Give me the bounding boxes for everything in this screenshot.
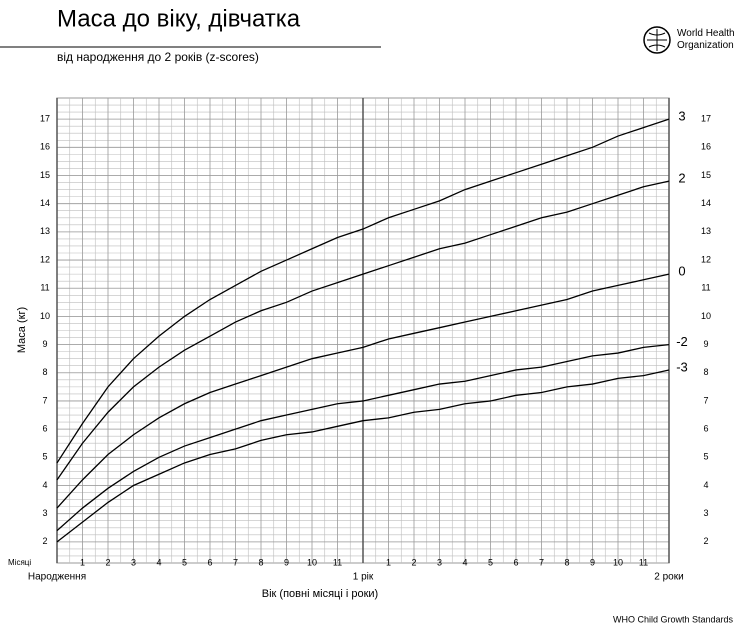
x-tick-label: 4	[156, 557, 161, 567]
x-tick-label: 1	[80, 557, 85, 567]
series-label: 2	[678, 171, 685, 186]
x-tick-label: 11	[639, 557, 648, 567]
x-tick-label: 5	[488, 557, 493, 567]
y-tick-label: 11	[40, 283, 49, 293]
y-tick-label: 13	[40, 226, 50, 236]
y-tick-label-right: 11	[701, 283, 710, 293]
y-tick-label-right: 10	[701, 311, 711, 321]
y-tick-label: 9	[42, 339, 47, 349]
series-label: -3	[676, 359, 688, 374]
y-tick-label: 2	[42, 536, 47, 546]
z-score-line	[56, 118, 670, 464]
y-tick-label-right: 8	[703, 367, 708, 377]
x-tick-label: 9	[284, 557, 289, 567]
x-tick-label: 8	[258, 557, 263, 567]
x-tick-label: 5	[182, 557, 187, 567]
y-tick-label: 7	[42, 395, 47, 405]
x-tick-label: 1 рік	[353, 572, 374, 583]
x-tick-label: 2	[105, 557, 110, 567]
x-tick-label: 9	[590, 557, 595, 567]
y-tick-label-right: 4	[703, 480, 708, 490]
y-tick-label: 5	[42, 452, 47, 462]
y-tick-label-right: 2	[703, 536, 708, 546]
x-tick-label: Народження	[28, 572, 86, 583]
series-label: -2	[676, 334, 688, 349]
x-tick-label: 6	[207, 557, 212, 567]
y-tick-label: 6	[42, 424, 47, 434]
x-tick-label: 2 роки	[654, 572, 683, 583]
chart-title: Маса до віку, дівчатка	[57, 5, 301, 32]
org-name: World Health Organization	[677, 28, 735, 51]
x-tick-label: 7	[233, 557, 238, 567]
x-tick-label: 8	[564, 557, 569, 567]
x-axis-label: Вік (повні місяці і роки)	[262, 588, 378, 600]
x-tick-label: 11	[333, 557, 342, 567]
z-score-line	[56, 273, 670, 509]
y-axis-label: Маса (кг)	[16, 307, 28, 353]
x-tick-label: 2	[411, 557, 416, 567]
y-tick-label: 15	[40, 170, 50, 180]
y-tick-label: 10	[40, 311, 50, 321]
y-tick-label: 4	[42, 480, 47, 490]
org-box: World Health Organization	[677, 28, 735, 51]
y-tick-label-right: 3	[703, 508, 708, 518]
y-tick-label: 14	[40, 198, 50, 208]
z-score-line	[56, 180, 670, 481]
footer: WHO Child Growth Standards	[613, 614, 734, 624]
y-tick-label: 8	[42, 367, 47, 377]
y-tick-label-right: 12	[701, 254, 711, 264]
y-tick-label: 17	[40, 114, 50, 124]
chart-subtitle: від народження до 2 років (z-scores)	[57, 50, 259, 64]
x-tick-label: 1	[386, 557, 391, 567]
x-tick-label: 7	[539, 557, 544, 567]
y-tick-label: 12	[40, 254, 50, 264]
x-tick-label: 10	[613, 557, 623, 567]
z-score-line	[56, 343, 670, 532]
who-logo	[643, 26, 671, 54]
y-tick-label-right: 14	[701, 198, 711, 208]
y-tick-label-right: 6	[703, 424, 708, 434]
y-tick-label-right: 16	[701, 142, 711, 152]
z-score-line	[56, 369, 670, 543]
x-unit-label: Місяці	[8, 558, 31, 567]
x-tick-label: 3	[131, 557, 136, 567]
y-tick-label-right: 17	[701, 114, 711, 124]
y-tick-label: 3	[42, 508, 47, 518]
x-tick-label: 4	[462, 557, 467, 567]
y-tick-label-right: 5	[703, 452, 708, 462]
x-tick-label: 6	[513, 557, 518, 567]
y-tick-label-right: 9	[703, 339, 708, 349]
y-tick-label: 16	[40, 142, 50, 152]
series-label: 0	[678, 264, 685, 279]
x-tick-label: 3	[437, 557, 442, 567]
y-tick-label-right: 13	[701, 226, 711, 236]
series-label: 3	[678, 109, 685, 124]
y-tick-label-right: 15	[701, 170, 711, 180]
y-tick-label-right: 7	[703, 395, 708, 405]
x-tick-label: 10	[307, 557, 317, 567]
